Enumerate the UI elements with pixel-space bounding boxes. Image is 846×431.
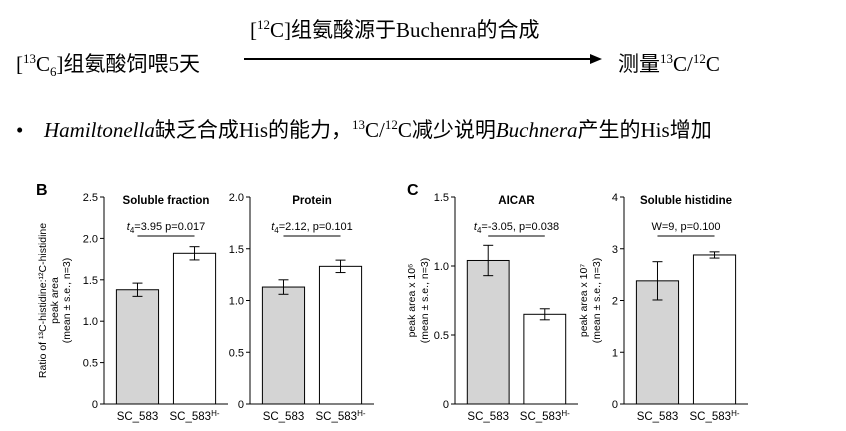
bullet-sup-2: 12 bbox=[384, 117, 398, 132]
bullet-text-2: C减少说明 bbox=[397, 118, 496, 142]
panel-2-ytick-label: 0 bbox=[238, 399, 244, 411]
scheme-reactant: [13C6]组氨酸饲喂5天 bbox=[16, 48, 200, 80]
bullet-species-1: Hamiltonella bbox=[44, 118, 155, 142]
panel-1-ytick-label: 1.5 bbox=[83, 275, 98, 287]
scheme-top-sup: 12 bbox=[257, 17, 270, 32]
panel-3-ytick-label: 1.5 bbox=[434, 192, 449, 204]
panel-4-category-label-1: SC_583 bbox=[637, 411, 679, 423]
panel-1-ytick-label: 0.5 bbox=[83, 358, 98, 370]
panel-3-ytick-label: 1.0 bbox=[434, 261, 449, 273]
scheme-condition: [12C]组氨酸源于Buchenra的合成 bbox=[250, 14, 539, 44]
panel-4-ytick-label: 1 bbox=[612, 347, 618, 359]
panel-2-bar-2 bbox=[318, 265, 363, 405]
panel-4-ylabel-2: (mean ± s.e., n=3) bbox=[591, 258, 603, 343]
panel-3-category-label-2: SC_583H- bbox=[520, 409, 570, 423]
panel-4-ylabel-1: peak area x 10⁷ bbox=[578, 264, 590, 337]
scheme-product: 测量13C/12C bbox=[618, 48, 720, 78]
panel-1-ytick-label: 2.0 bbox=[83, 233, 98, 245]
scheme-right-prefix: 测量 bbox=[618, 52, 660, 76]
scheme-left-sup: 13 bbox=[23, 51, 36, 66]
panel-4-ytick-label: 2 bbox=[612, 296, 618, 308]
panel-4-ytick-label: 0 bbox=[612, 399, 618, 411]
bullet-mid: C/ bbox=[365, 118, 385, 142]
scheme-arrow bbox=[244, 54, 602, 64]
panel-3-category-label-1: SC_583 bbox=[467, 411, 509, 423]
scheme-right-mid: C/ bbox=[673, 52, 693, 76]
panel-4-bar-2 bbox=[692, 254, 737, 405]
bar-charts: B Soluble fraction Ratio of ¹³C-histidine:… bbox=[36, 182, 748, 423]
scheme-left-rest: ]组氨酸饲喂5天 bbox=[56, 52, 201, 76]
panel-2-stat-label: t4=2.12, p=0.101 bbox=[271, 221, 353, 235]
panel-1-title: Soluble fraction bbox=[123, 195, 210, 207]
panel-2-title: Protein bbox=[292, 195, 332, 207]
panel-2-ytick-label: 2.0 bbox=[229, 192, 244, 204]
panel-4-ytick-label: 3 bbox=[612, 244, 618, 256]
panel-1-bar-2 bbox=[172, 252, 217, 405]
bullet-text-3: 产生的His增加 bbox=[577, 118, 712, 142]
panel-3-title: AICAR bbox=[498, 195, 535, 207]
scheme-right-sup2: 12 bbox=[692, 51, 706, 66]
panel-1-category-label-2: SC_583H- bbox=[170, 409, 220, 423]
panel-2-category-label-2: SC_583H- bbox=[316, 409, 366, 423]
panel-1-ylabel-2: peak area bbox=[49, 277, 61, 324]
panel-4-category-label-2: SC_583H- bbox=[690, 409, 740, 423]
panel-2-bar-1 bbox=[261, 286, 306, 405]
panel-1-stat-label: t4=3.95 p=0.017 bbox=[127, 221, 205, 235]
scheme-top-rest: C]组氨酸源于Buchenra的合成 bbox=[270, 18, 540, 42]
panel-3-ylabel-2: (mean ± s.e., n=3) bbox=[419, 258, 431, 343]
scheme-top-bracket: [ bbox=[250, 18, 257, 42]
scheme-right-end: C bbox=[705, 52, 720, 76]
panel-4-ytick-label: 4 bbox=[612, 192, 618, 204]
scheme-right-sup1: 13 bbox=[660, 51, 673, 66]
bullet-dot: • bbox=[16, 118, 24, 142]
panel-1-ytick-label: 2.5 bbox=[83, 192, 98, 204]
panel-3-ytick-label: 0.5 bbox=[434, 330, 449, 342]
bullet-statement: • Hamiltonella缺乏合成His的能力，13C/12C减少说明Buchn… bbox=[16, 114, 712, 144]
panel-1-panel-letter: B bbox=[36, 182, 48, 199]
panel-1-ylabel-3: (mean ± s.e., n=3) bbox=[61, 258, 73, 343]
panel-4-stat-label: W=9, p=0.100 bbox=[651, 221, 720, 233]
panel-2-ytick-label: 1.5 bbox=[229, 244, 244, 256]
panel-1-bar-1 bbox=[115, 289, 160, 405]
panel-3-bar-1 bbox=[466, 259, 510, 405]
scheme-left-sub: 6 bbox=[50, 64, 57, 80]
bullet-species-2: Buchnera bbox=[495, 118, 578, 142]
bullet-text-1: 缺乏合成His的能力， bbox=[154, 118, 352, 142]
panel-2-ytick-label: 0.5 bbox=[229, 347, 244, 359]
panel-3-ytick-label: 0 bbox=[443, 399, 449, 411]
panel-2-category-label-1: SC_583 bbox=[263, 411, 305, 423]
panel-1-ytick-label: 1.0 bbox=[83, 316, 98, 328]
panel-4-title: Soluble histidine bbox=[640, 195, 732, 207]
panel-4-bar-1 bbox=[635, 280, 680, 405]
panel-3-ylabel-1: peak area x 10⁶ bbox=[406, 264, 418, 338]
panel-3-bar-2 bbox=[523, 313, 567, 405]
panel-3-stat-label: t4=-3.05, p=0.038 bbox=[474, 221, 559, 235]
panel-2-ytick-label: 1.0 bbox=[229, 296, 244, 308]
panel-3-panel-letter: C bbox=[407, 182, 419, 199]
scheme-left-bracket: [ bbox=[16, 52, 23, 76]
bullet-sup-1: 13 bbox=[352, 117, 365, 132]
panel-1-category-label-1: SC_583 bbox=[117, 411, 159, 423]
panel-1-ylabel-1: Ratio of ¹³C-histidine:¹²C-histidine bbox=[37, 223, 49, 378]
panel-1-ytick-label: 0 bbox=[92, 399, 98, 411]
scheme-left-c: C bbox=[36, 52, 51, 76]
